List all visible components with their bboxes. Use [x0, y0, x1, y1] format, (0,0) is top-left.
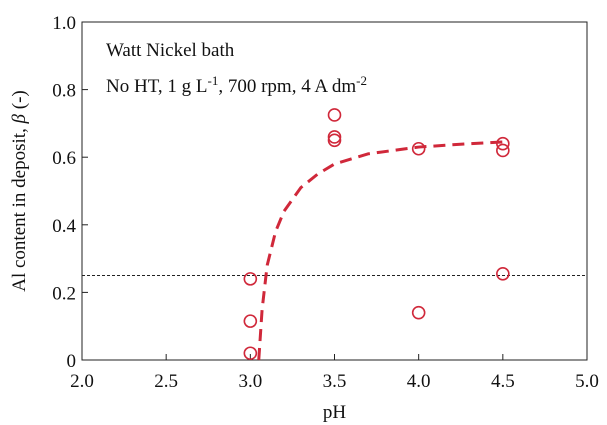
x-tick-label: 2.0	[70, 371, 94, 392]
data-point	[327, 133, 342, 148]
data-point	[243, 314, 258, 328]
x-tick-label: 5.0	[575, 371, 599, 392]
x-tick-label: 3.5	[323, 371, 347, 392]
data-point	[243, 346, 258, 361]
data-point	[327, 108, 342, 122]
x-axis-label: pH	[323, 402, 347, 423]
data-point	[411, 305, 426, 320]
x-tick-label: 3.0	[238, 371, 262, 392]
text-segment: -1	[208, 73, 219, 88]
text-segment: Watt Nickel bath	[106, 40, 235, 61]
annotation: No HT, 1 g L-1, 700 rpm, 4 A dm-2	[106, 73, 367, 98]
y-tick-label: 0.2	[52, 283, 76, 304]
y-axis-label: Al content in deposit, β (-)	[9, 90, 30, 292]
text-segment: No HT, 1 g L	[106, 76, 208, 97]
y-tick-label: 0.6	[52, 148, 76, 169]
x-tick-label: 2.5	[154, 371, 178, 392]
text-segment: (-)	[9, 90, 30, 114]
y-tick-label: 1.0	[52, 13, 76, 34]
data-point	[243, 272, 258, 286]
annotation: Watt Nickel bath	[106, 40, 235, 61]
text-segment: , 700 rpm, 4 A dm	[218, 76, 356, 97]
y-tick-label: 0.8	[52, 81, 76, 102]
y-tick-label: 0.4	[52, 216, 76, 237]
text-segment: -2	[356, 73, 367, 88]
data-point	[327, 130, 342, 144]
data-point	[411, 141, 426, 156]
text-segment: β	[9, 113, 30, 124]
plot-frame	[81, 21, 588, 361]
text-segment: Al content in deposit,	[9, 123, 30, 291]
x-tick-label: 4.0	[407, 371, 431, 392]
fit-curve	[257, 140, 503, 361]
data-point	[496, 267, 510, 281]
data-point	[496, 143, 510, 158]
x-tick-label: 4.5	[491, 371, 515, 392]
y-tick-label: 0	[67, 351, 77, 372]
